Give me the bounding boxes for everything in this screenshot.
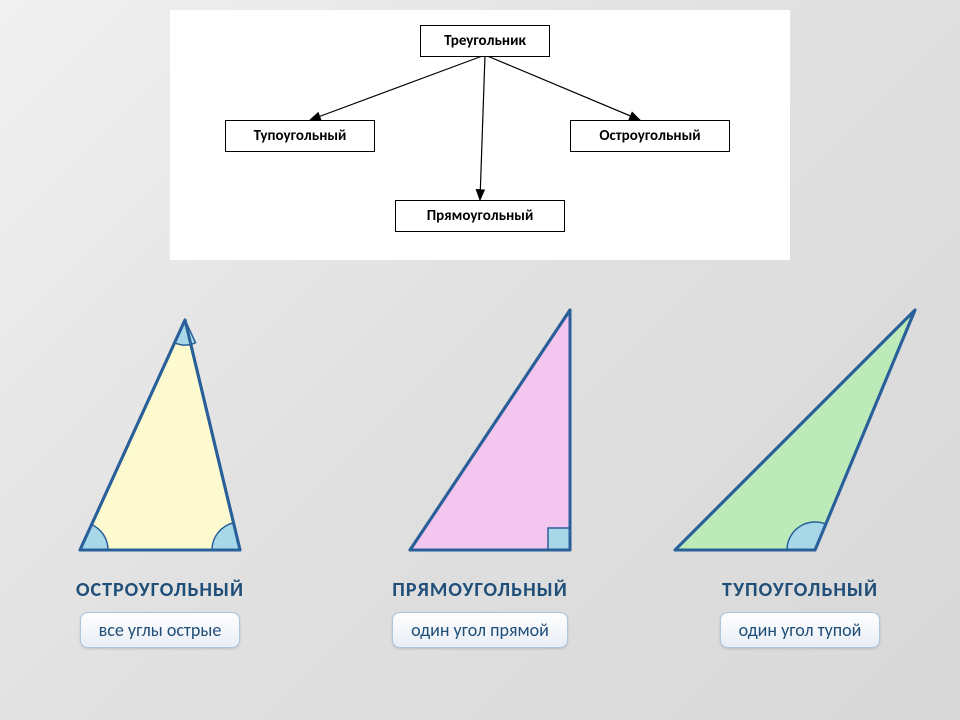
obtuse-triangle-svg [665,290,935,570]
right-title: ПРЯМОУГОЛЬНЫЙ [392,578,567,602]
acute-title: ОСТРОУГОЛЬНЫЙ [76,578,244,602]
obtuse-title: ТУПОУГОЛЬНЫЙ [722,578,878,602]
hierarchy-right: Остроугольный [570,120,730,152]
hierarchy-diagram: Треугольник Тупоугольный Остроугольный П… [170,10,790,260]
acute-triangle-svg [30,290,290,570]
hierarchy-left: Тупоугольный [225,120,375,152]
triangles-row: ОСТРОУГОЛЬНЫЙ все углы острые ПРЯМОУГОЛЬ… [0,290,960,710]
right-triangle-svg [350,290,610,570]
hierarchy-bottom: Прямоугольный [395,200,565,232]
right-desc: один угол прямой [392,612,568,648]
hierarchy-root: Треугольник [420,25,550,57]
triangle-acute: ОСТРОУГОЛЬНЫЙ все углы острые [10,290,310,648]
acute-desc: все углы острые [80,612,241,648]
triangle-right: ПРЯМОУГОЛЬНЫЙ один угол прямой [330,290,630,648]
triangle-obtuse: ТУПОУГОЛЬНЫЙ один угол тупой [650,290,950,648]
obtuse-desc: один угол тупой [720,612,881,648]
